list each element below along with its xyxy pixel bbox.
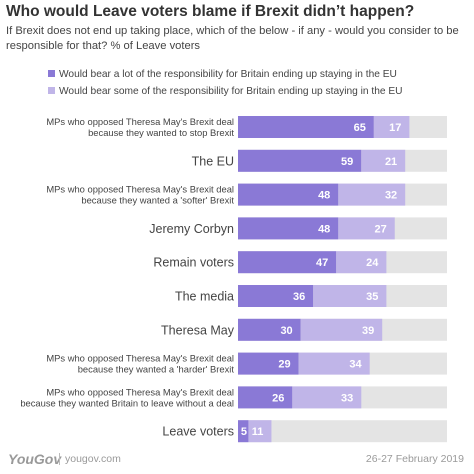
data-label-a-lot: 59 [341, 156, 353, 168]
data-label-some: 32 [385, 190, 397, 202]
data-label-a-lot: 5 [241, 426, 247, 438]
bar-segment-a-lot [238, 251, 337, 274]
category-label-line: MPs who opposed Theresa May's Brexit dea… [46, 353, 234, 364]
category-label: Leave voters [162, 425, 234, 439]
category-label: The EU [192, 154, 234, 168]
bar-segment-a-lot [238, 318, 301, 341]
bar-segment-a-lot [238, 183, 339, 206]
data-label-some: 35 [366, 291, 378, 303]
data-label-a-lot: 48 [318, 190, 330, 202]
data-label-a-lot: 36 [293, 291, 305, 303]
bar-segment-a-lot [238, 116, 374, 138]
category-label-line: because they wanted to stop Brexit [88, 127, 234, 138]
category-label: Theresa May [161, 323, 235, 337]
footer-date: 26-27 February 2019 [365, 453, 464, 465]
bar-segment-some [298, 352, 370, 375]
bar-track [238, 420, 447, 443]
category-label-line: because they wanted a 'harder' Brexit [78, 364, 235, 375]
data-label-some: 21 [385, 156, 397, 168]
data-label-a-lot: 65 [354, 122, 366, 134]
bar-segment-some [300, 318, 383, 341]
footer-divider [59, 453, 60, 465]
bar-segment-some [338, 217, 395, 240]
bar-segment-some [373, 116, 410, 138]
footer-url: yougov.com [65, 453, 121, 465]
data-label-some: 34 [349, 359, 362, 371]
data-label-some: 27 [375, 223, 387, 235]
category-label-line: MPs who opposed Theresa May's Brexit dea… [46, 116, 234, 127]
data-label-a-lot: 30 [280, 325, 292, 337]
legend-item-some: Would bear some of the responsibility fo… [48, 86, 403, 98]
data-label-a-lot: 48 [318, 223, 330, 235]
category-label-line: MPs who opposed Theresa May's Brexit dea… [46, 386, 234, 397]
legend-swatch-a-lot [48, 70, 55, 77]
chart-title: Who would Leave voters blame if Brexit d… [6, 3, 415, 20]
bar-segment-a-lot [238, 352, 299, 375]
data-label-some: 17 [389, 122, 401, 134]
yougov-logo: YouGov [8, 451, 62, 467]
bar-segment-some [336, 251, 387, 274]
bar-segment-a-lot [238, 285, 314, 307]
data-label-some: 39 [362, 325, 374, 337]
legend-label-a-lot: Would bear a lot of the responsibility f… [59, 69, 397, 80]
data-label-a-lot: 26 [272, 392, 284, 404]
bar-segment-some [248, 420, 272, 443]
data-label-some: 33 [341, 392, 353, 404]
bar-segment-a-lot [238, 149, 362, 172]
bar-segment-some [361, 149, 406, 172]
legend-item-a-lot: Would bear a lot of the responsibility f… [48, 69, 397, 81]
bar-segment-some [338, 183, 406, 206]
bar-segment-a-lot [238, 420, 249, 443]
category-label-line: MPs who opposed Theresa May's Brexit dea… [46, 184, 234, 195]
data-label-some: 11 [252, 426, 264, 438]
category-label-line: because they wanted a 'softer' Brexit [81, 195, 234, 206]
chart-subtitle: If Brexit does not end up taking place, … [6, 25, 459, 52]
data-label-a-lot: 29 [278, 359, 290, 371]
bar-segment-some [313, 285, 387, 307]
category-label: Jeremy Corbyn [149, 222, 234, 236]
category-label: The media [175, 290, 234, 304]
bar-segment-some [292, 386, 362, 409]
bar-segment-a-lot [238, 386, 293, 409]
category-label: Remain voters [153, 256, 234, 270]
bar-segment-a-lot [238, 217, 339, 240]
data-label-a-lot: 47 [316, 257, 328, 269]
legend-label-some: Would bear some of the responsibility fo… [59, 86, 403, 97]
category-label-line: because they wanted Britain to leave wit… [20, 397, 234, 408]
legend-swatch-some [48, 87, 55, 94]
data-label-some: 24 [366, 257, 379, 269]
